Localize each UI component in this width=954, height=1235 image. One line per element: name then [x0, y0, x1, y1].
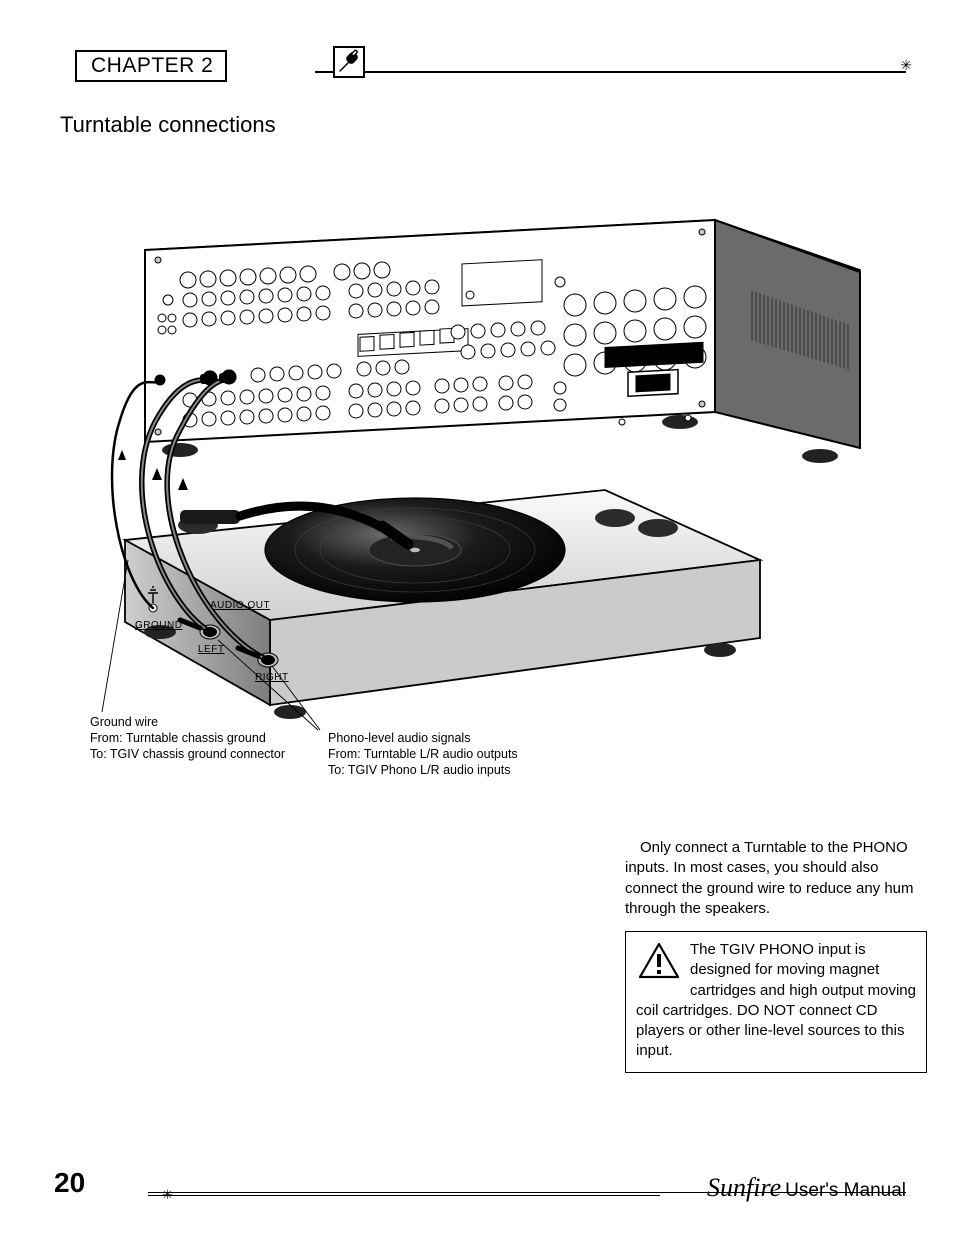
footer-brand: SunfireUser's Manual	[707, 1173, 906, 1203]
svg-text:From: Turntable chassis ground: From: Turntable chassis ground	[90, 731, 266, 745]
warning-icon	[638, 942, 680, 986]
svg-text:GROUND: GROUND	[135, 620, 182, 631]
chapter-label: CHAPTER 2	[75, 50, 227, 82]
section-title: Turntable connections	[60, 112, 276, 138]
body-paragraph: Only connect a Turntable to the PHONO in…	[625, 838, 925, 919]
page-number: 20	[54, 1167, 85, 1199]
svg-text:To: TGIV Phono L/R audio i: To: TGIV Phono L/R audio inputs	[328, 763, 511, 777]
rca-plug-icon	[333, 46, 365, 78]
svg-text:From: Turntable L/R audio outp: From: Turntable L/R audio outputs	[328, 747, 518, 761]
connection-diagram: G GROUND LEFT RIGHT AUDIO OUT	[60, 160, 880, 800]
footer-star-icon: ✳	[162, 1187, 173, 1203]
ground-callout: Ground wire From: Turntable chassis grou…	[90, 715, 285, 761]
svg-text:LEFT: LEFT	[198, 644, 224, 655]
turntable-unit: G GROUND LEFT RIGHT AUDIO OUT	[125, 490, 760, 719]
page-footer: 20 ✳ SunfireUser's Manual	[54, 1165, 906, 1205]
svg-text:Phono-level audio signals: Phono-level audio signals	[328, 731, 470, 745]
header-star-icon: ✳	[900, 57, 912, 74]
caution-box: The TGIV PHONO input is designed for mov…	[625, 931, 927, 1073]
svg-text:To: TGIV chassis ground co: To: TGIV chassis ground connector	[90, 747, 285, 761]
svg-text:Ground wire: Ground wire	[90, 715, 158, 729]
svg-text:AUDIO OUT: AUDIO OUT	[210, 600, 270, 611]
chapter-header: CHAPTER 2 ✳	[75, 50, 906, 78]
signal-callout: Phono-level audio signals From: Turntabl…	[328, 731, 518, 777]
